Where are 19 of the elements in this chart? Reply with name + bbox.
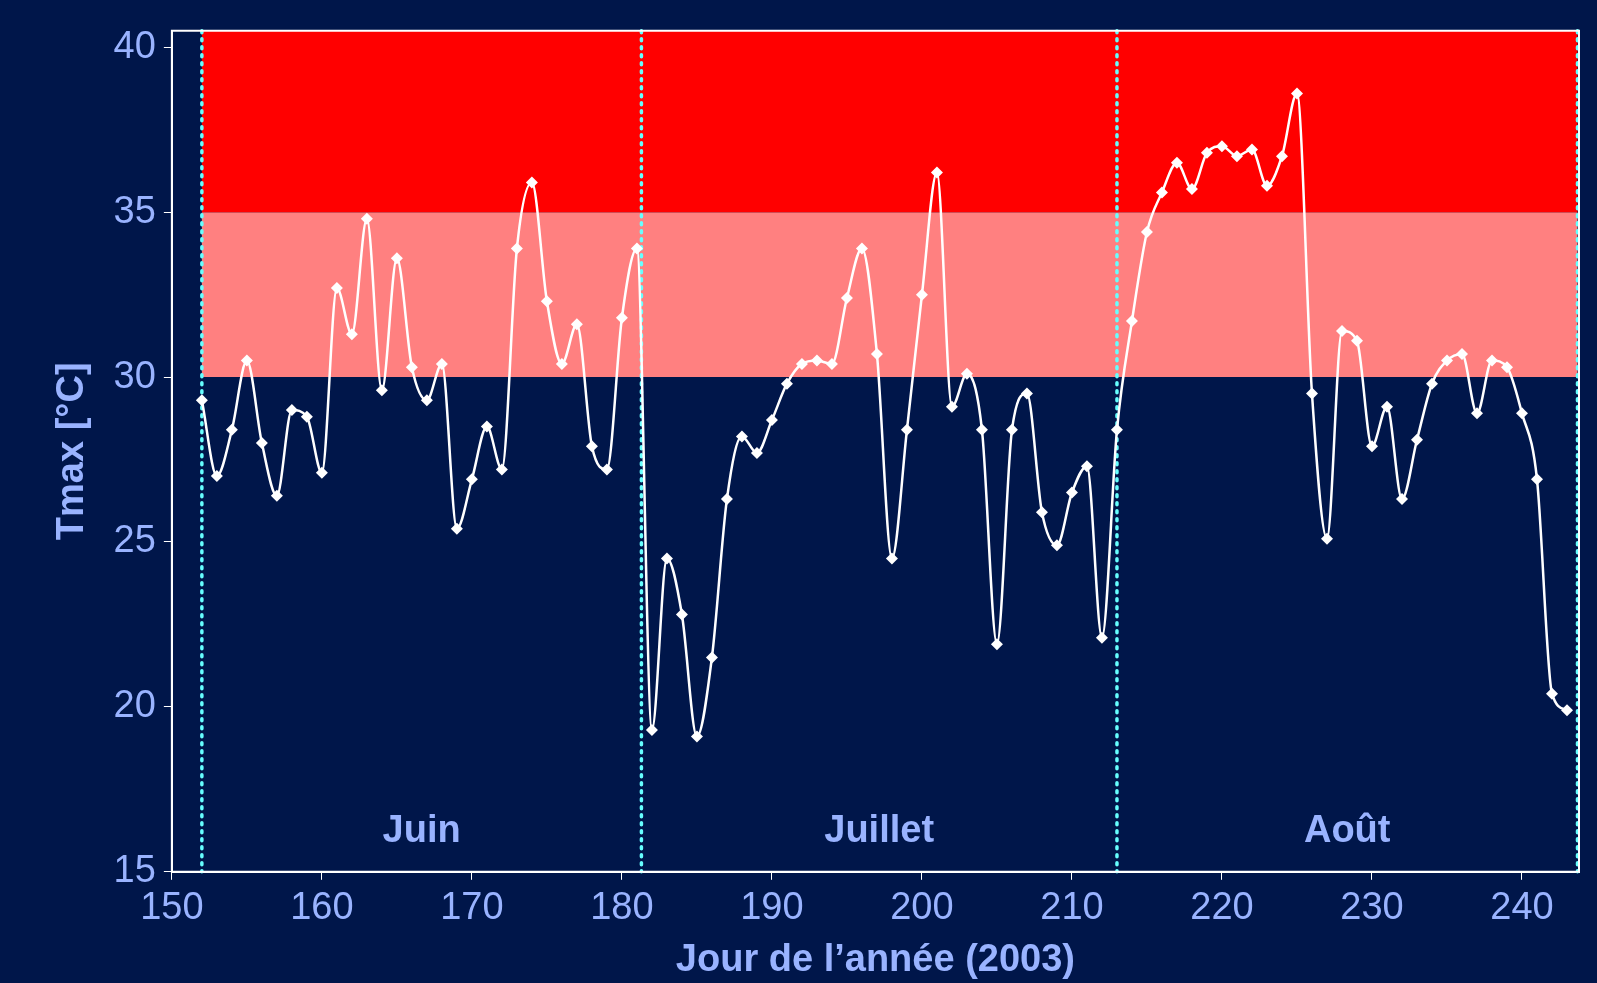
x-tick-label: 210 [1040,885,1104,928]
y-tick-label: 40 [113,23,156,66]
y-tick-label: 35 [113,188,156,231]
x-tick-label: 220 [1190,885,1254,928]
x-axis-title: Jour de l’année (2003) [675,936,1076,979]
y-tick-label: 30 [113,353,156,396]
x-tick-label: 200 [890,885,954,928]
annotation: Août [1303,808,1391,851]
y-tick-label: 20 [113,683,156,726]
x-tick-label: 170 [440,885,504,928]
x-tick-label: 160 [290,885,354,928]
x-tick-label: 180 [590,885,654,928]
x-tick-label: 230 [1340,885,1404,928]
annotation: Juin [382,808,461,851]
annotation: Juillet [824,808,935,851]
x-tick-label: 190 [740,885,804,928]
y-tick-label: 25 [113,518,156,561]
x-tick-label: 240 [1490,885,1554,928]
y-axis-title: Tmax [°C] [49,362,92,541]
